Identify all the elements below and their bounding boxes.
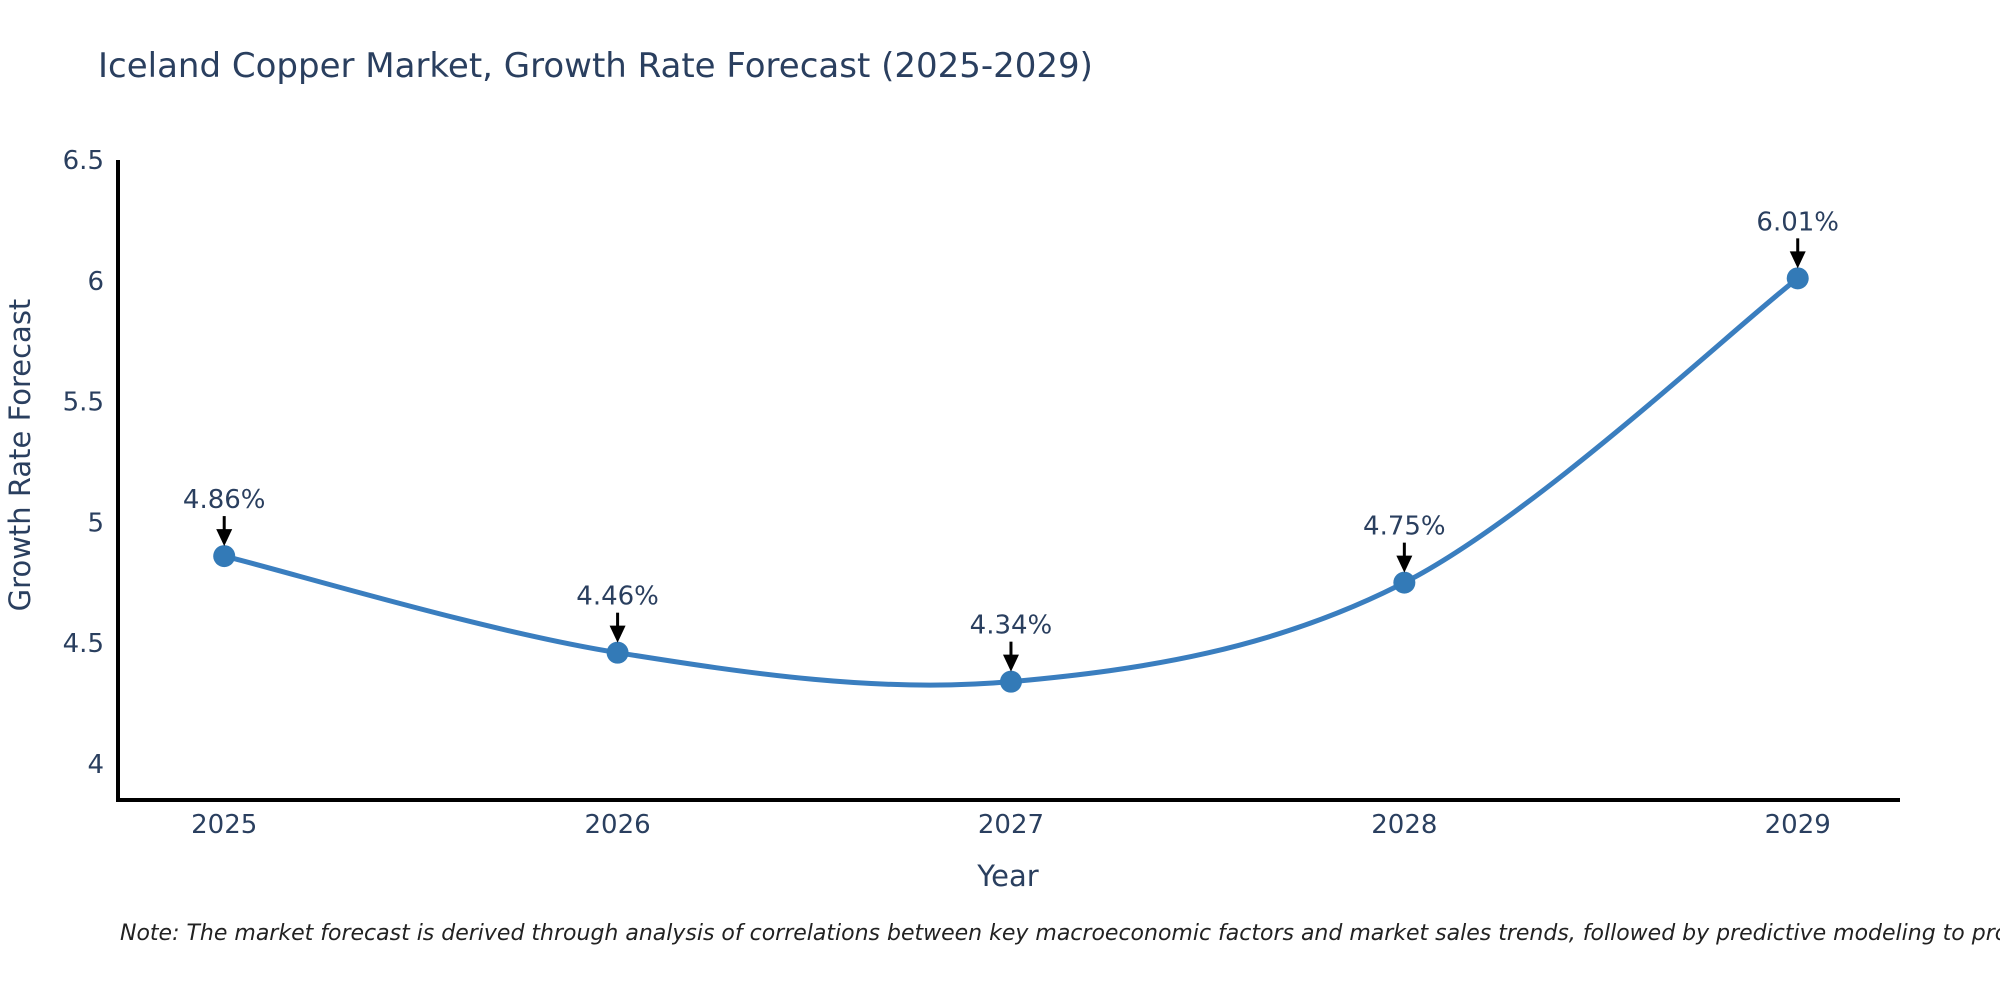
data-point-2025[interactable] bbox=[213, 545, 236, 568]
x-tick-label: 2027 bbox=[978, 810, 1044, 840]
x-tick-label: 2026 bbox=[585, 810, 651, 840]
y-tick-label: 6 bbox=[87, 267, 104, 297]
data-point-2028[interactable] bbox=[1393, 571, 1416, 594]
x-tick-label: 2028 bbox=[1371, 810, 1437, 840]
data-point-2029[interactable] bbox=[1786, 267, 1809, 290]
y-tick-label: 5 bbox=[87, 508, 104, 538]
x-tick-label: 2025 bbox=[191, 810, 257, 840]
annotation-arrowhead-icon bbox=[1396, 555, 1413, 573]
y-tick-label: 4 bbox=[87, 750, 104, 780]
chart-title: Iceland Copper Market, Growth Rate Forec… bbox=[98, 46, 1093, 86]
y-tick-label: 4.5 bbox=[63, 629, 104, 659]
y-axis-title: Growth Rate Forecast bbox=[3, 299, 37, 612]
annotation-arrowhead-icon bbox=[216, 529, 233, 547]
x-axis-title: Year bbox=[976, 859, 1038, 893]
annotation-arrowhead-icon bbox=[609, 625, 626, 643]
data-point-2027[interactable] bbox=[999, 670, 1022, 693]
y-tick-label: 5.5 bbox=[63, 388, 104, 418]
annotation-arrowhead-icon bbox=[1789, 251, 1806, 269]
point-value-label: 4.75% bbox=[1363, 512, 1446, 542]
y-tick-label: 6.5 bbox=[63, 146, 104, 176]
point-value-label: 4.34% bbox=[970, 611, 1053, 641]
point-value-label: 4.46% bbox=[576, 582, 659, 612]
point-value-label: 4.86% bbox=[183, 485, 266, 515]
annotation-arrowhead-icon bbox=[1002, 654, 1019, 672]
data-point-2026[interactable] bbox=[606, 641, 629, 664]
point-value-label: 6.01% bbox=[1756, 207, 1839, 237]
x-tick-label: 2029 bbox=[1765, 810, 1831, 840]
footnote: Note: The market forecast is derived thr… bbox=[120, 921, 2000, 946]
